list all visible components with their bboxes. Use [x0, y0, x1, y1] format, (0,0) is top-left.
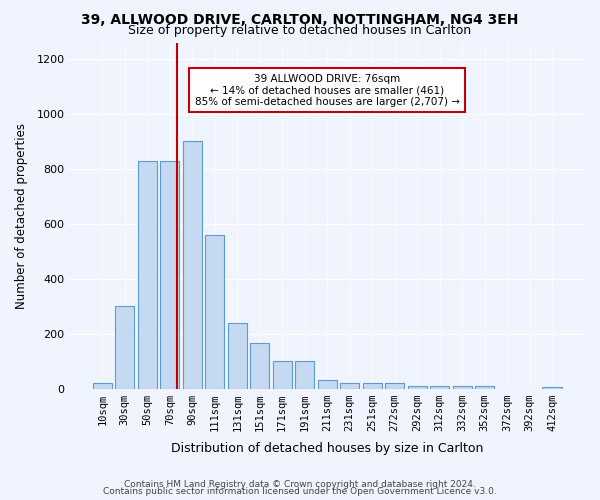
- Bar: [362, 383, 382, 388]
- Bar: [227, 322, 247, 388]
- Bar: [205, 234, 224, 388]
- Bar: [317, 380, 337, 388]
- Text: Contains public sector information licensed under the Open Government Licence v3: Contains public sector information licen…: [103, 488, 497, 496]
- Bar: [160, 160, 179, 388]
- Bar: [475, 386, 494, 388]
- Y-axis label: Number of detached properties: Number of detached properties: [15, 122, 28, 308]
- Text: Size of property relative to detached houses in Carlton: Size of property relative to detached ho…: [128, 24, 472, 37]
- Bar: [385, 383, 404, 388]
- Text: 39, ALLWOOD DRIVE, CARLTON, NOTTINGHAM, NG4 3EH: 39, ALLWOOD DRIVE, CARLTON, NOTTINGHAM, …: [82, 12, 518, 26]
- Bar: [340, 383, 359, 388]
- Bar: [138, 160, 157, 388]
- X-axis label: Distribution of detached houses by size in Carlton: Distribution of detached houses by size …: [171, 442, 484, 455]
- Bar: [430, 386, 449, 388]
- Bar: [93, 383, 112, 388]
- Bar: [295, 361, 314, 388]
- Bar: [182, 142, 202, 388]
- Bar: [115, 306, 134, 388]
- Text: Contains HM Land Registry data © Crown copyright and database right 2024.: Contains HM Land Registry data © Crown c…: [124, 480, 476, 489]
- Text: 39 ALLWOOD DRIVE: 76sqm
← 14% of detached houses are smaller (461)
85% of semi-d: 39 ALLWOOD DRIVE: 76sqm ← 14% of detache…: [194, 74, 460, 107]
- Bar: [250, 343, 269, 388]
- Bar: [272, 361, 292, 388]
- Bar: [407, 386, 427, 388]
- Bar: [452, 386, 472, 388]
- Bar: [542, 387, 562, 388]
